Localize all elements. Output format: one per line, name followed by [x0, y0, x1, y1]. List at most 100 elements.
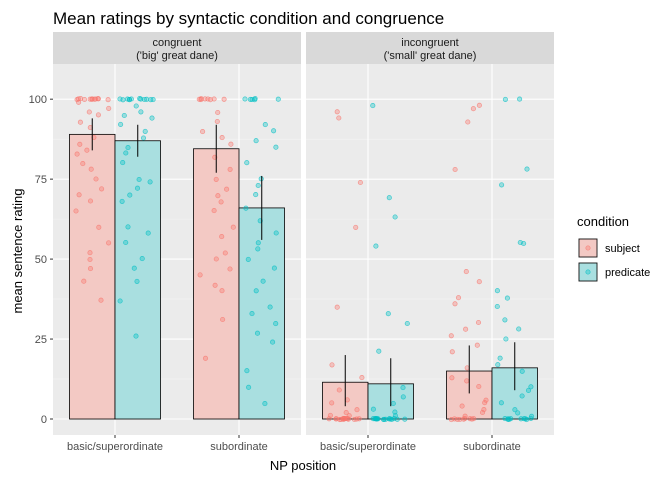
data-point-predicate	[370, 406, 376, 412]
data-point-subject	[95, 96, 101, 102]
data-point-predicate	[512, 407, 518, 413]
data-point-subject	[202, 96, 208, 102]
data-point-subject	[215, 109, 221, 116]
legend-key-point	[585, 269, 591, 275]
data-point-subject	[336, 387, 342, 393]
panel-strip	[53, 32, 301, 64]
data-point-predicate	[502, 317, 508, 323]
data-point-predicate	[494, 288, 500, 294]
legend-entries: subject predicate	[578, 238, 650, 282]
data-point-predicate	[150, 97, 156, 103]
data-point-subject	[230, 224, 236, 230]
data-point-predicate	[402, 416, 408, 422]
data-point-subject	[212, 282, 218, 288]
data-point-predicate	[126, 97, 132, 103]
data-point-subject	[343, 410, 349, 416]
data-point-subject	[95, 112, 101, 118]
data-point-subject	[86, 109, 92, 115]
data-point-predicate	[125, 224, 131, 230]
chart-title: Mean ratings by syntactic condition and …	[53, 9, 444, 28]
data-point-predicate	[528, 415, 534, 421]
data-point-predicate	[524, 166, 530, 172]
data-point-subject	[96, 224, 102, 230]
data-point-predicate	[255, 246, 261, 252]
data-point-subject	[105, 97, 111, 103]
data-point-predicate	[117, 298, 123, 304]
data-point-predicate	[125, 145, 131, 151]
data-point-predicate	[120, 97, 126, 103]
data-point-predicate	[255, 240, 261, 246]
data-point-predicate	[392, 214, 398, 220]
data-point-predicate	[249, 311, 255, 317]
data-point-subject	[449, 349, 455, 355]
data-point-subject	[211, 96, 217, 102]
data-point-subject	[87, 250, 93, 256]
data-point-predicate	[394, 416, 400, 422]
data-point-subject	[467, 416, 473, 422]
data-point-subject	[476, 383, 482, 390]
data-point-predicate	[134, 185, 141, 191]
data-point-subject	[452, 166, 458, 173]
data-point-predicate	[255, 182, 261, 189]
data-point-predicate	[400, 385, 406, 391]
y-axis: 0 25 50 75 100	[29, 94, 53, 426]
x-tick-label: subordinate	[210, 441, 268, 453]
data-point-predicate	[244, 160, 250, 166]
data-point-predicate	[519, 393, 525, 399]
data-point-subject	[334, 109, 340, 115]
data-point-predicate	[517, 96, 523, 102]
data-point-subject	[228, 141, 234, 147]
data-point-subject	[482, 400, 488, 406]
data-point-predicate	[133, 103, 139, 109]
data-point-predicate	[253, 288, 259, 294]
panel-1: congruent('big' great dane) basic/superor…	[53, 32, 301, 453]
data-point-predicate	[273, 321, 279, 327]
data-point-predicate	[123, 239, 129, 246]
data-point-predicate	[252, 97, 258, 103]
data-point-predicate	[498, 400, 504, 406]
data-point-subject	[333, 416, 339, 422]
data-point-predicate	[134, 278, 140, 284]
data-point-predicate	[127, 192, 133, 198]
data-point-subject	[476, 102, 482, 108]
data-point-subject	[197, 272, 203, 278]
data-point-subject	[98, 297, 104, 303]
data-point-predicate	[519, 368, 525, 374]
data-point-predicate	[390, 400, 396, 407]
data-point-predicate	[260, 278, 266, 284]
data-point-predicate	[270, 339, 276, 345]
data-point-predicate	[142, 128, 148, 134]
data-point-predicate	[528, 384, 534, 390]
data-point-predicate	[506, 416, 512, 422]
data-point-subject	[99, 186, 105, 192]
data-point-predicate	[258, 176, 264, 182]
data-point-subject	[202, 355, 209, 361]
data-point-subject	[93, 176, 99, 182]
data-point-subject	[353, 224, 359, 230]
data-point-predicate	[273, 230, 279, 236]
data-point-subject	[227, 266, 233, 272]
data-point-subject	[452, 301, 458, 307]
data-point-predicate	[271, 265, 277, 271]
data-point-predicate	[386, 416, 393, 422]
data-point-subject	[219, 288, 225, 294]
data-point-predicate	[400, 394, 406, 400]
data-point-predicate	[139, 256, 145, 262]
data-point-subject	[213, 176, 219, 182]
data-point-predicate	[140, 135, 147, 141]
bar-subject-basic	[69, 133, 116, 420]
data-point-predicate	[497, 355, 503, 361]
data-point-predicate	[386, 195, 392, 201]
data-point-subject	[73, 208, 79, 214]
y-tick-label: 50	[35, 254, 47, 266]
data-point-predicate	[119, 198, 125, 204]
data-point-predicate	[502, 96, 508, 102]
data-point-subject	[471, 416, 477, 422]
data-point-predicate	[495, 362, 501, 368]
panel-2: incongruent('small' great dane) basic/sup…	[306, 32, 554, 453]
data-point-subject	[449, 375, 455, 381]
data-point-subject	[220, 316, 226, 323]
data-point-subject	[215, 193, 221, 199]
data-point-subject	[448, 417, 454, 423]
data-point-predicate	[503, 336, 509, 342]
